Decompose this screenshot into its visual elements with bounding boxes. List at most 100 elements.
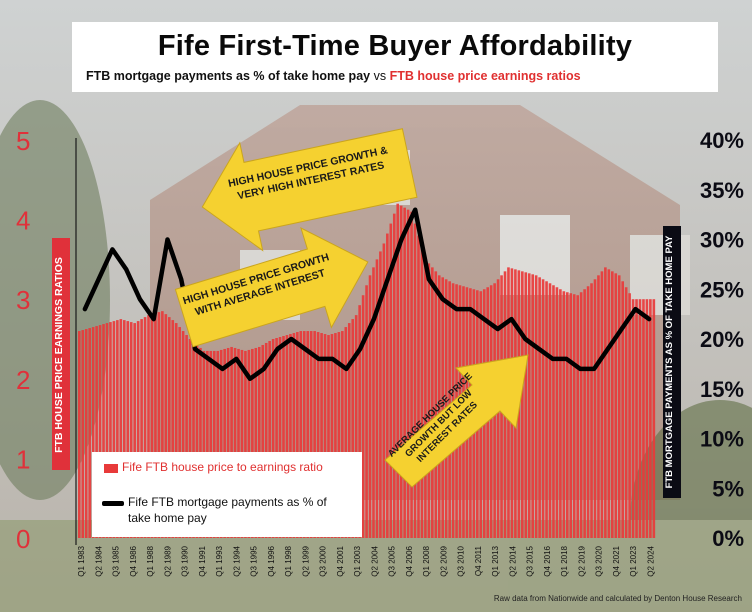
bar <box>420 247 424 538</box>
left-tick-label: 2 <box>16 365 30 395</box>
line-point <box>344 367 348 371</box>
right-tick-label: 40% <box>700 128 744 153</box>
x-tick-label: Q1 2013 <box>491 545 500 576</box>
bar <box>604 267 607 538</box>
bar <box>590 283 593 538</box>
bar <box>538 277 541 538</box>
bar <box>545 281 548 538</box>
x-tick-label: Q4 1996 <box>267 545 276 576</box>
bar <box>337 332 341 538</box>
bar <box>579 292 583 538</box>
line-point <box>138 297 142 301</box>
bar <box>296 332 299 538</box>
x-tick-label: Q3 2010 <box>457 545 466 576</box>
bar <box>109 322 112 538</box>
bar <box>126 321 130 538</box>
right-tick-label: 35% <box>700 178 744 203</box>
left-tick-label: 3 <box>16 285 30 315</box>
chart-title: Fife First-Time Buyer Affordability <box>157 30 633 62</box>
x-tick-label: Q2 2009 <box>439 545 448 576</box>
bar <box>78 331 81 538</box>
bar <box>143 317 147 538</box>
bar <box>434 271 438 538</box>
bar <box>223 348 226 538</box>
x-tick-label: Q1 2023 <box>629 545 638 576</box>
right-tick-label: 15% <box>700 377 744 402</box>
bar <box>140 319 143 538</box>
line-point <box>207 357 211 361</box>
bar <box>237 348 240 538</box>
x-tick-label: Q1 2003 <box>353 545 362 576</box>
x-tick-label: Q1 2018 <box>560 545 569 576</box>
bar <box>617 275 621 538</box>
line-point <box>427 277 431 281</box>
bar <box>552 285 555 538</box>
bar <box>105 323 109 538</box>
line-point <box>482 317 486 321</box>
bar <box>334 333 337 538</box>
bar <box>555 287 559 538</box>
x-tick-label: Q4 2001 <box>336 545 345 576</box>
x-tick-label: Q1 1993 <box>215 545 224 576</box>
subtitle-vs: vs <box>370 69 390 83</box>
bar <box>133 323 136 538</box>
bar <box>611 271 614 538</box>
line-point <box>372 317 376 321</box>
bar <box>240 349 244 538</box>
x-tick-label: Q2 2004 <box>370 545 379 576</box>
bar <box>531 274 534 538</box>
bar <box>195 344 199 538</box>
legend-line-label: Fife FTB mortgage payments as % of take … <box>128 495 327 525</box>
left-axis-ticks: 0 1 2 3 4 5 <box>16 126 30 554</box>
bar <box>624 287 628 538</box>
x-tick-label: Q3 1985 <box>112 545 121 576</box>
bar <box>84 329 88 538</box>
arrow-2-shape <box>174 227 369 348</box>
bar <box>212 350 216 538</box>
bar <box>292 333 296 538</box>
bar <box>174 323 178 538</box>
bar <box>410 211 413 538</box>
bar <box>361 295 365 538</box>
bar <box>354 315 358 538</box>
bar <box>209 350 213 538</box>
bar <box>406 209 410 538</box>
legend: Fife FTB house price to earnings ratio F… <box>92 452 362 537</box>
bar <box>576 295 579 538</box>
line-point <box>620 327 624 331</box>
bar <box>437 275 441 538</box>
line-point <box>331 357 335 361</box>
bar <box>593 279 597 538</box>
bar <box>299 331 303 538</box>
right-tick-label: 25% <box>700 277 744 302</box>
bar <box>566 292 569 538</box>
x-tick-label: Q2 2019 <box>577 545 586 576</box>
bar <box>652 299 656 538</box>
bar <box>316 332 320 538</box>
line-point <box>262 367 266 371</box>
x-tick-label: Q3 2005 <box>388 545 397 576</box>
bar <box>302 331 306 538</box>
mortgage-line <box>82 207 652 382</box>
x-tick-label: Q3 1990 <box>181 545 190 576</box>
legend-line-swatch <box>102 501 124 506</box>
line-point <box>523 337 527 341</box>
bar <box>98 325 102 538</box>
bar <box>282 336 285 538</box>
bar <box>323 334 327 538</box>
x-tick-label: Q4 1986 <box>129 545 138 576</box>
bar <box>119 319 123 538</box>
bar <box>382 243 386 539</box>
line-point <box>289 337 293 341</box>
bar <box>257 346 261 538</box>
bar <box>417 235 420 538</box>
arrow-1-shape <box>201 128 418 252</box>
bar <box>375 259 379 538</box>
bar <box>642 299 645 538</box>
bar <box>81 330 85 538</box>
line-point <box>358 347 362 351</box>
bar <box>278 337 282 538</box>
bar <box>275 338 278 538</box>
bar <box>226 347 230 538</box>
